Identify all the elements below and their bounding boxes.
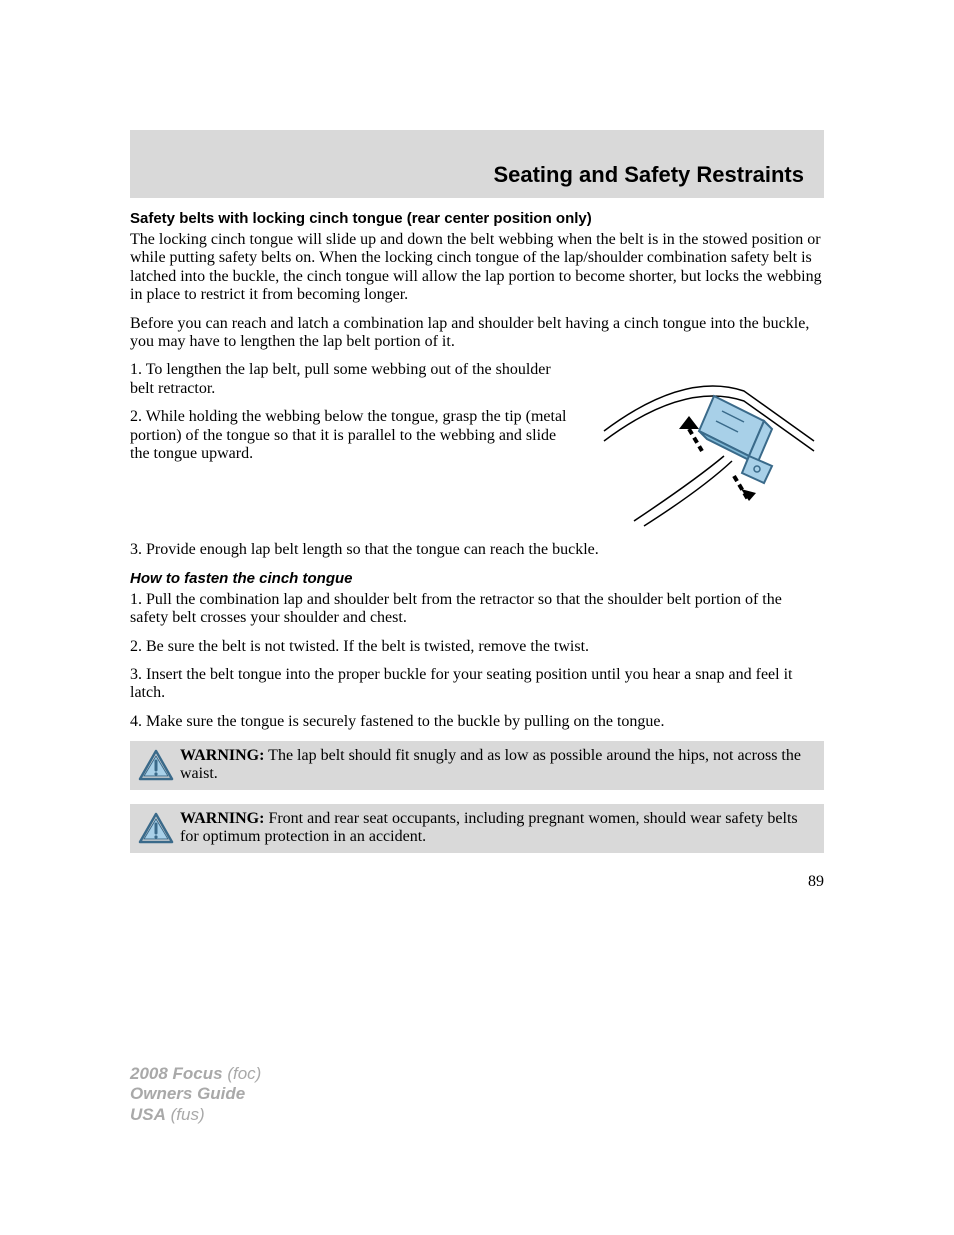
chapter-title: Seating and Safety Restraints bbox=[150, 162, 804, 188]
step-lengthen-2: 2. While holding the webbing below the t… bbox=[130, 408, 574, 463]
section-heading-cinch: Safety belts with locking cinch tongue (… bbox=[130, 210, 824, 227]
warning-triangle-icon bbox=[138, 749, 174, 781]
sub-heading-fasten: How to fasten the cinch tongue bbox=[130, 570, 824, 587]
cinch-tongue-figure bbox=[594, 361, 824, 531]
step-fasten-3: 3. Insert the belt tongue into the prope… bbox=[130, 666, 824, 703]
para-cinch-intro-1: The locking cinch tongue will slide up a… bbox=[130, 231, 824, 305]
warning-label-1: WARNING: bbox=[180, 747, 264, 764]
footer-model: 2008 Focus bbox=[130, 1064, 223, 1083]
footer-model-code: (foc) bbox=[223, 1064, 262, 1083]
step-fasten-4: 4. Make sure the tongue is securely fast… bbox=[130, 713, 824, 731]
step-fasten-1: 1. Pull the combination lap and shoulder… bbox=[130, 591, 824, 628]
footer-region: USA bbox=[130, 1105, 166, 1124]
step-fasten-2: 2. Be sure the belt is not twisted. If t… bbox=[130, 638, 824, 656]
footer-guide: Owners Guide bbox=[130, 1084, 261, 1104]
warning-triangle-icon bbox=[138, 812, 174, 844]
page-number: 89 bbox=[130, 873, 824, 891]
para-cinch-intro-2: Before you can reach and latch a combina… bbox=[130, 315, 824, 352]
step-lengthen-1: 1. To lengthen the lap belt, pull some w… bbox=[130, 361, 574, 398]
warning-occupants: WARNING: Front and rear seat occupants, … bbox=[130, 804, 824, 853]
warning-lap-belt: WARNING: The lap belt should fit snugly … bbox=[130, 741, 824, 790]
step-lengthen-3: 3. Provide enough lap belt length so tha… bbox=[130, 541, 824, 559]
footer-region-code: (fus) bbox=[166, 1105, 205, 1124]
warning-text-1: The lap belt should fit snugly and as lo… bbox=[180, 747, 801, 782]
warning-label-2: WARNING: bbox=[180, 810, 264, 827]
footer-block: 2008 Focus (foc) Owners Guide USA (fus) bbox=[130, 1064, 261, 1125]
chapter-header: Seating and Safety Restraints bbox=[130, 130, 824, 198]
warning-text-2: Front and rear seat occupants, including… bbox=[180, 810, 798, 845]
